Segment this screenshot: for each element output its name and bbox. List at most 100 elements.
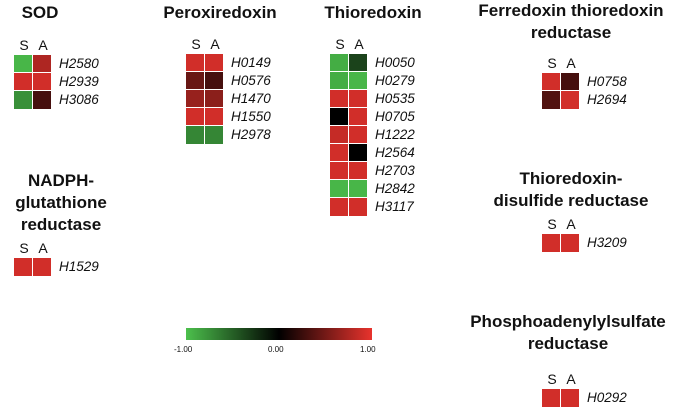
heatmap-cell-s bbox=[541, 233, 561, 253]
column-label-s: S bbox=[547, 371, 557, 387]
gene-label: H3086 bbox=[59, 92, 99, 107]
legend-min-label: -1.00 bbox=[174, 345, 193, 354]
panel-title-line: Thioredoxin bbox=[324, 3, 422, 22]
column-label-a: A bbox=[38, 37, 48, 53]
heatmap-cell-s bbox=[185, 53, 205, 73]
gene-label: H2939 bbox=[59, 74, 99, 89]
heatmap-cell-a bbox=[560, 72, 580, 92]
heatmap-cell-a bbox=[348, 143, 368, 163]
panel-title-line: NADPH- bbox=[27, 171, 95, 190]
heatmap-cell-a bbox=[348, 71, 368, 91]
gene-label: H2978 bbox=[231, 127, 271, 142]
panel-title-line: reductase bbox=[20, 215, 102, 234]
heatmap-cell-a bbox=[348, 53, 368, 73]
gene-label: H0576 bbox=[231, 73, 271, 88]
gene-label: H1470 bbox=[231, 91, 271, 106]
panel-title-line: disulfide reductase bbox=[493, 191, 649, 210]
color-scale-legend: -1.00 0.00 1.00 bbox=[174, 328, 376, 356]
column-label-s: S bbox=[19, 240, 29, 256]
heatmap-cell-a bbox=[32, 54, 52, 74]
column-label-s: S bbox=[547, 55, 557, 71]
heatmap-cell-s bbox=[541, 388, 561, 408]
heatmap-cell-a bbox=[204, 89, 224, 109]
gene-label: H0758 bbox=[587, 74, 627, 89]
heatmap-cell-a bbox=[560, 90, 580, 110]
heatmap-cell-s bbox=[329, 197, 349, 217]
heatmap-cell-a bbox=[560, 233, 580, 253]
heatmap-cell-s bbox=[185, 107, 205, 127]
panel-title: Thioredoxin bbox=[318, 2, 428, 24]
heatmap-cell-a bbox=[348, 125, 368, 145]
panel-title-line: Thioredoxin- bbox=[519, 169, 623, 188]
heatmap-cell-s bbox=[185, 89, 205, 109]
column-label-a: A bbox=[354, 36, 364, 52]
heatmap-cell-s bbox=[185, 125, 205, 145]
heatmap-cell-a bbox=[204, 107, 224, 127]
gene-label: H0535 bbox=[375, 91, 415, 106]
heatmap-cell-s bbox=[329, 161, 349, 181]
color-gradient-bar bbox=[186, 328, 372, 340]
legend-max-label: 1.00 bbox=[360, 345, 376, 354]
heatmap-cell-a bbox=[560, 388, 580, 408]
heatmap-cell-s bbox=[329, 71, 349, 91]
gene-label: H2564 bbox=[375, 145, 415, 160]
heatmap-cell-s bbox=[329, 179, 349, 199]
heatmap-cell-a bbox=[348, 89, 368, 109]
gene-label: H3209 bbox=[587, 235, 627, 250]
panel-title-line: reductase bbox=[527, 334, 609, 353]
heatmap-cell-a bbox=[204, 125, 224, 145]
gene-label: H3117 bbox=[375, 199, 414, 214]
panel-title-line: Ferredoxin thioredoxin bbox=[478, 1, 664, 20]
heatmap-cell-s bbox=[185, 71, 205, 91]
legend-mid-label: 0.00 bbox=[268, 345, 284, 354]
heatmap-cell-s bbox=[541, 90, 561, 110]
heatmap-cell-s bbox=[541, 72, 561, 92]
gene-label: H0279 bbox=[375, 73, 415, 88]
gene-label: H2842 bbox=[375, 181, 415, 196]
panel-title: Thioredoxin-disulfide reductase bbox=[490, 168, 652, 212]
heatmap-cell-s bbox=[329, 89, 349, 109]
panel-title: Phosphoadenylylsulfate reductase bbox=[452, 311, 684, 355]
panel-title: NADPH-glutathione reductase bbox=[4, 170, 118, 236]
heatmap-cell-a bbox=[204, 71, 224, 91]
panel-title-line: Peroxiredoxin bbox=[163, 3, 277, 22]
heatmap-cell-a bbox=[32, 257, 52, 277]
heatmap-cell-a bbox=[348, 161, 368, 181]
heatmap-cell-s bbox=[329, 53, 349, 73]
gene-label: H2703 bbox=[375, 163, 415, 178]
gene-label: H0705 bbox=[375, 109, 415, 124]
heatmap-cell-s bbox=[13, 54, 33, 74]
heatmap-cell-s bbox=[13, 257, 33, 277]
heatmap-cell-s bbox=[329, 143, 349, 163]
column-label-a: A bbox=[566, 216, 576, 232]
gene-label: H1222 bbox=[375, 127, 415, 142]
column-label-a: A bbox=[566, 55, 576, 71]
column-label-a: A bbox=[38, 240, 48, 256]
heatmap-cell-a bbox=[32, 72, 52, 92]
panel-title: Peroxiredoxin bbox=[155, 2, 285, 24]
column-label-s: S bbox=[547, 216, 557, 232]
panel-title-line: reductase bbox=[530, 23, 612, 42]
heatmap-cell-a bbox=[348, 179, 368, 199]
panel-title: Ferredoxin thioredoxin reductase bbox=[470, 0, 672, 44]
heatmap-cell-s bbox=[329, 107, 349, 127]
heatmap-cell-s bbox=[329, 125, 349, 145]
column-label-s: S bbox=[19, 37, 29, 53]
heatmap-cell-a bbox=[348, 107, 368, 127]
panel-title-line: glutathione bbox=[15, 193, 107, 212]
panel-title-line: Phosphoadenylylsulfate bbox=[470, 312, 666, 331]
gene-label: H0292 bbox=[587, 390, 627, 405]
gene-label: H1529 bbox=[59, 259, 99, 274]
gene-label: H1550 bbox=[231, 109, 271, 124]
gene-label: H2694 bbox=[587, 92, 627, 107]
gene-label: H0149 bbox=[231, 55, 271, 70]
column-label-s: S bbox=[191, 36, 201, 52]
gene-label: H2580 bbox=[59, 56, 99, 71]
panel-title: SOD bbox=[10, 2, 70, 24]
column-label-a: A bbox=[210, 36, 220, 52]
column-label-a: A bbox=[566, 371, 576, 387]
column-label-s: S bbox=[335, 36, 345, 52]
heatmap-cell-a bbox=[348, 197, 368, 217]
heatmap-cell-a bbox=[32, 90, 52, 110]
panel-title-line: SOD bbox=[21, 3, 59, 22]
